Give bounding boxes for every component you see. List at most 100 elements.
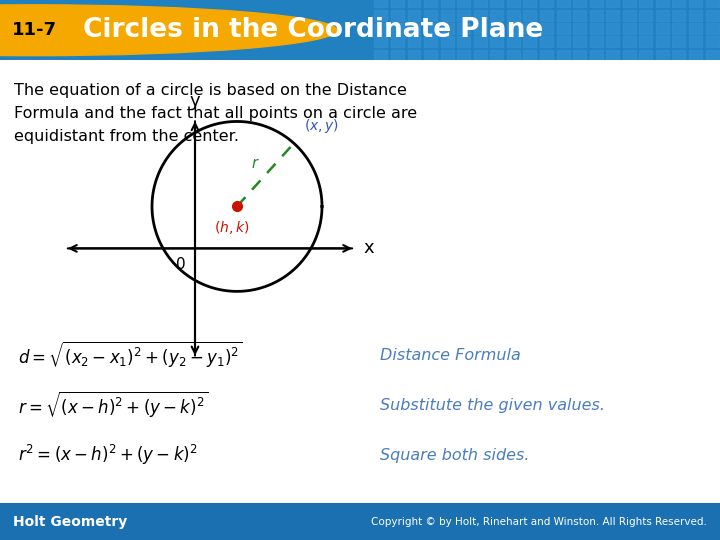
Bar [457,10,470,21]
Bar [656,36,669,47]
Bar [424,36,437,47]
Bar [672,36,685,47]
Bar [706,23,719,34]
Bar [374,50,387,60]
Bar [706,0,719,7]
Bar [441,36,454,47]
Bar [457,50,470,60]
Bar [540,36,553,47]
Bar [672,50,685,60]
Text: $r = \sqrt{(x - h)^2 + (y - k)^2}$: $r = \sqrt{(x - h)^2 + (y - k)^2}$ [18,390,208,421]
Bar [590,0,603,7]
Bar [540,10,553,21]
Bar [540,23,553,34]
Bar [573,50,586,60]
Bar [689,23,702,34]
Bar [689,10,702,21]
Bar [689,0,702,7]
Bar [424,0,437,7]
Bar [623,50,636,60]
Bar [441,10,454,21]
Bar [706,50,719,60]
Bar [540,0,553,7]
Bar [523,50,536,60]
Bar [623,0,636,7]
Text: Distance Formula: Distance Formula [380,348,521,363]
Bar [590,36,603,47]
Bar [606,23,619,34]
Bar [590,23,603,34]
Bar [490,23,503,34]
Bar [474,36,487,47]
Bar [408,0,420,7]
Bar [408,36,420,47]
Bar [457,0,470,7]
Text: Holt Geometry: Holt Geometry [13,515,127,529]
Text: The equation of a circle is based on the Distance
Formula and the fact that all : The equation of a circle is based on the… [14,84,417,144]
Bar [408,23,420,34]
Bar [573,36,586,47]
Bar [672,23,685,34]
Bar [706,36,719,47]
Bar [557,50,570,60]
Text: $r^2 = (x - h)^2 + (y - k)^2$: $r^2 = (x - h)^2 + (y - k)^2$ [18,443,197,467]
Bar [490,10,503,21]
Bar [573,0,586,7]
Bar [540,50,553,60]
Bar [507,23,520,34]
Bar [523,10,536,21]
Bar [424,23,437,34]
Bar [573,10,586,21]
Bar [391,36,404,47]
Bar [374,23,387,34]
Bar [656,23,669,34]
Bar [441,50,454,60]
Bar [408,10,420,21]
Text: 0: 0 [176,258,186,272]
Bar [557,0,570,7]
Text: Copyright © by Holt, Rinehart and Winston. All Rights Reserved.: Copyright © by Holt, Rinehart and Winsto… [372,517,707,526]
Bar [507,36,520,47]
Bar [507,50,520,60]
Bar [639,50,652,60]
Text: $d = \sqrt{(x_2 - x_1)^2 + (y_2 - y_1)^2}$: $d = \sqrt{(x_2 - x_1)^2 + (y_2 - y_1)^2… [18,340,243,370]
Bar [606,10,619,21]
Bar [507,0,520,7]
Bar [557,23,570,34]
Bar [490,50,503,60]
Bar [408,50,420,60]
Text: 11-7: 11-7 [12,21,57,39]
Bar [391,10,404,21]
Bar [706,10,719,21]
Bar [656,0,669,7]
Bar [656,10,669,21]
Circle shape [0,5,337,56]
Bar [424,10,437,21]
Bar [523,0,536,7]
Bar [623,36,636,47]
Bar [391,50,404,60]
Bar [474,23,487,34]
Bar [391,0,404,7]
Bar [672,10,685,21]
Bar [507,10,520,21]
Bar [689,36,702,47]
Bar [590,50,603,60]
Text: $(x, y)$: $(x, y)$ [304,117,339,136]
Bar [474,10,487,21]
Text: $r$: $r$ [251,156,260,171]
Text: x: x [363,239,374,258]
Bar [606,36,619,47]
Bar [441,0,454,7]
Bar [523,36,536,47]
Bar [374,0,387,7]
Bar [573,23,586,34]
Bar [474,0,487,7]
Bar [689,50,702,60]
Bar [623,10,636,21]
Text: Circles in the Coordinate Plane: Circles in the Coordinate Plane [83,17,543,43]
Bar [590,10,603,21]
Text: Substitute the given values.: Substitute the given values. [380,398,605,413]
Bar [424,50,437,60]
Text: y: y [189,92,200,111]
